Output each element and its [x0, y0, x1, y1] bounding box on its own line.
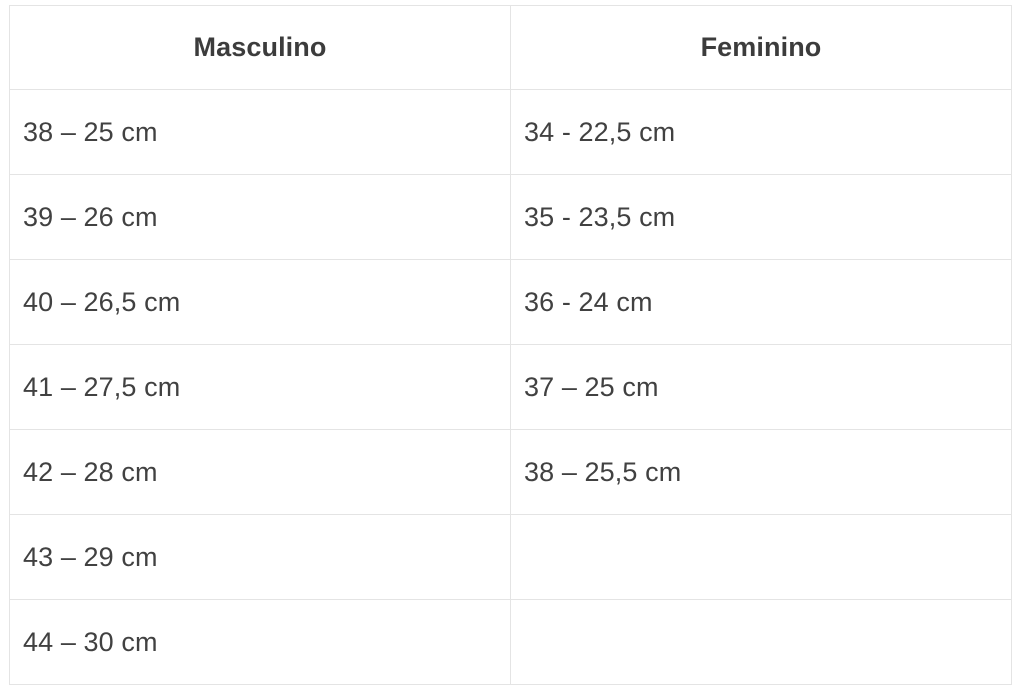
- cell-feminino: 34 - 22,5 cm: [510, 89, 1012, 175]
- cell-feminino: 36 - 24 cm: [510, 259, 1012, 345]
- table-header: Masculino Feminino: [9, 5, 1012, 90]
- column-header-feminino: Feminino: [510, 5, 1012, 90]
- cell-feminino-empty: [510, 599, 1012, 685]
- shoe-size-table: Masculino Feminino 38 – 25 cm 34 - 22,5 …: [9, 5, 1012, 685]
- cell-feminino: 35 - 23,5 cm: [510, 174, 1012, 260]
- table-row: 40 – 26,5 cm 36 - 24 cm: [9, 259, 1012, 345]
- cell-masculino: 41 – 27,5 cm: [9, 344, 511, 430]
- cell-feminino-empty: [510, 514, 1012, 600]
- cell-feminino: 38 – 25,5 cm: [510, 429, 1012, 515]
- cell-masculino: 39 – 26 cm: [9, 174, 511, 260]
- cell-masculino: 40 – 26,5 cm: [9, 259, 511, 345]
- table-body: 38 – 25 cm 34 - 22,5 cm 39 – 26 cm 35 - …: [9, 89, 1012, 685]
- table-row: 43 – 29 cm: [9, 514, 1012, 600]
- table-header-row: Masculino Feminino: [9, 5, 1012, 90]
- cell-feminino: 37 – 25 cm: [510, 344, 1012, 430]
- column-header-masculino: Masculino: [9, 5, 511, 90]
- table-row: 41 – 27,5 cm 37 – 25 cm: [9, 344, 1012, 430]
- cell-masculino: 43 – 29 cm: [9, 514, 511, 600]
- table-row: 42 – 28 cm 38 – 25,5 cm: [9, 429, 1012, 515]
- cell-masculino: 44 – 30 cm: [9, 599, 511, 685]
- cell-masculino: 38 – 25 cm: [9, 89, 511, 175]
- cell-masculino: 42 – 28 cm: [9, 429, 511, 515]
- table-row: 38 – 25 cm 34 - 22,5 cm: [9, 89, 1012, 175]
- table-row: 39 – 26 cm 35 - 23,5 cm: [9, 174, 1012, 260]
- table-row: 44 – 30 cm: [9, 599, 1012, 685]
